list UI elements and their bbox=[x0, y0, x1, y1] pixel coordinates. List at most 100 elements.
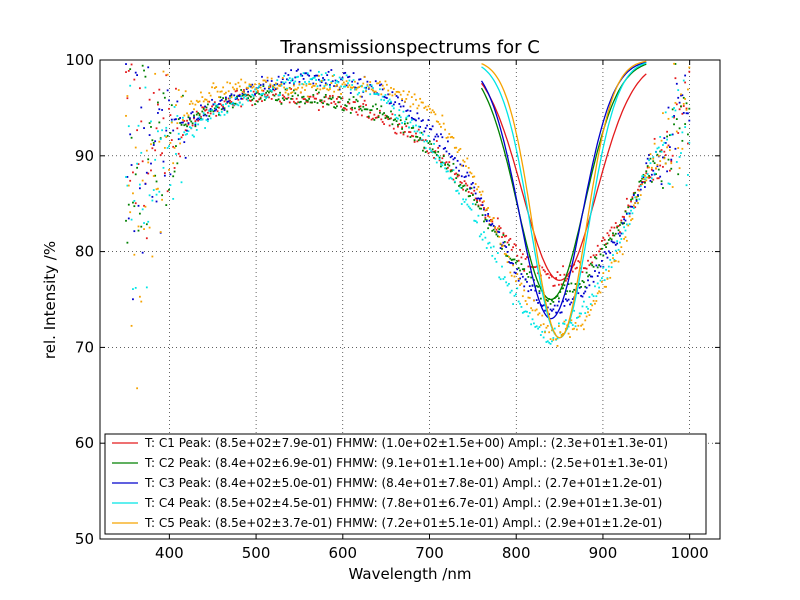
data-point bbox=[402, 131, 405, 134]
data-point bbox=[465, 165, 467, 168]
data-point bbox=[606, 278, 609, 280]
data-point bbox=[136, 166, 139, 169]
data-point bbox=[202, 108, 205, 110]
data-point bbox=[673, 107, 675, 109]
data-point bbox=[433, 151, 435, 153]
data-point bbox=[166, 190, 169, 193]
data-point bbox=[266, 90, 269, 93]
data-point bbox=[280, 84, 283, 87]
data-point bbox=[453, 180, 456, 183]
data-point bbox=[281, 77, 284, 79]
data-point bbox=[412, 125, 415, 128]
data-point bbox=[165, 126, 168, 129]
data-point bbox=[652, 178, 655, 181]
data-point bbox=[424, 151, 427, 153]
data-point bbox=[433, 156, 435, 159]
data-point bbox=[313, 101, 316, 103]
data-point bbox=[465, 182, 467, 185]
data-point bbox=[200, 104, 202, 107]
data-point bbox=[302, 72, 305, 75]
data-point bbox=[384, 94, 387, 96]
data-point bbox=[261, 75, 263, 78]
data-point bbox=[563, 323, 566, 325]
data-point bbox=[288, 77, 291, 80]
data-point bbox=[367, 116, 370, 119]
data-point bbox=[620, 232, 623, 235]
data-point bbox=[596, 266, 599, 269]
data-point bbox=[243, 91, 245, 94]
data-point bbox=[168, 107, 170, 110]
data-point bbox=[342, 109, 345, 112]
data-point bbox=[634, 191, 637, 194]
data-point bbox=[426, 124, 428, 127]
data-point bbox=[211, 105, 213, 108]
data-point bbox=[294, 92, 297, 95]
data-point bbox=[505, 254, 508, 257]
data-point bbox=[354, 88, 356, 91]
data-point bbox=[181, 94, 184, 97]
data-point bbox=[650, 173, 653, 176]
data-point bbox=[557, 300, 560, 303]
data-point bbox=[494, 226, 496, 229]
data-point bbox=[671, 108, 674, 111]
data-point bbox=[236, 97, 238, 100]
data-point bbox=[462, 198, 465, 201]
data-point bbox=[524, 278, 527, 281]
data-point bbox=[127, 217, 130, 220]
data-point bbox=[334, 79, 337, 82]
data-point bbox=[491, 223, 494, 225]
data-point bbox=[588, 314, 591, 317]
data-point bbox=[385, 116, 388, 119]
data-point bbox=[219, 96, 222, 99]
data-point bbox=[236, 89, 238, 92]
data-point bbox=[514, 272, 517, 275]
data-point bbox=[528, 271, 531, 274]
data-point bbox=[527, 265, 530, 268]
data-point bbox=[584, 312, 587, 314]
data-point bbox=[237, 81, 240, 84]
data-point bbox=[138, 212, 141, 215]
data-point bbox=[184, 123, 187, 126]
data-point bbox=[603, 238, 606, 241]
data-point bbox=[621, 215, 624, 218]
data-point bbox=[198, 113, 201, 115]
data-point bbox=[268, 91, 270, 94]
data-point bbox=[266, 94, 269, 97]
data-point bbox=[637, 202, 639, 204]
data-point bbox=[657, 146, 660, 149]
data-point bbox=[578, 315, 581, 318]
data-point bbox=[474, 192, 477, 195]
data-point bbox=[605, 246, 607, 249]
data-point bbox=[330, 69, 333, 71]
data-point bbox=[305, 82, 308, 85]
data-point bbox=[169, 173, 172, 176]
data-point bbox=[225, 98, 227, 101]
data-point bbox=[247, 97, 250, 100]
data-point bbox=[660, 180, 663, 183]
data-point bbox=[213, 107, 216, 110]
data-point bbox=[222, 107, 225, 110]
data-point bbox=[442, 147, 445, 150]
data-point bbox=[261, 100, 263, 103]
data-point bbox=[438, 156, 441, 159]
data-point bbox=[646, 165, 649, 167]
data-point bbox=[410, 127, 413, 129]
data-point bbox=[311, 86, 313, 89]
data-point bbox=[287, 74, 290, 76]
data-point bbox=[671, 154, 674, 157]
data-point bbox=[481, 201, 484, 204]
data-point bbox=[234, 90, 237, 93]
legend: T: C1 Peak: (8.5e+02±7.9e-01) FHMW: (1.0… bbox=[104, 433, 707, 535]
data-point bbox=[337, 96, 340, 98]
data-point bbox=[397, 125, 399, 128]
data-point bbox=[162, 166, 165, 169]
data-point bbox=[366, 84, 369, 87]
data-point bbox=[437, 150, 440, 153]
data-point bbox=[191, 102, 194, 105]
data-point bbox=[390, 86, 392, 89]
data-point bbox=[280, 102, 283, 105]
data-point bbox=[422, 133, 424, 136]
data-point bbox=[283, 82, 286, 85]
data-point bbox=[379, 84, 381, 87]
data-point bbox=[150, 143, 152, 146]
